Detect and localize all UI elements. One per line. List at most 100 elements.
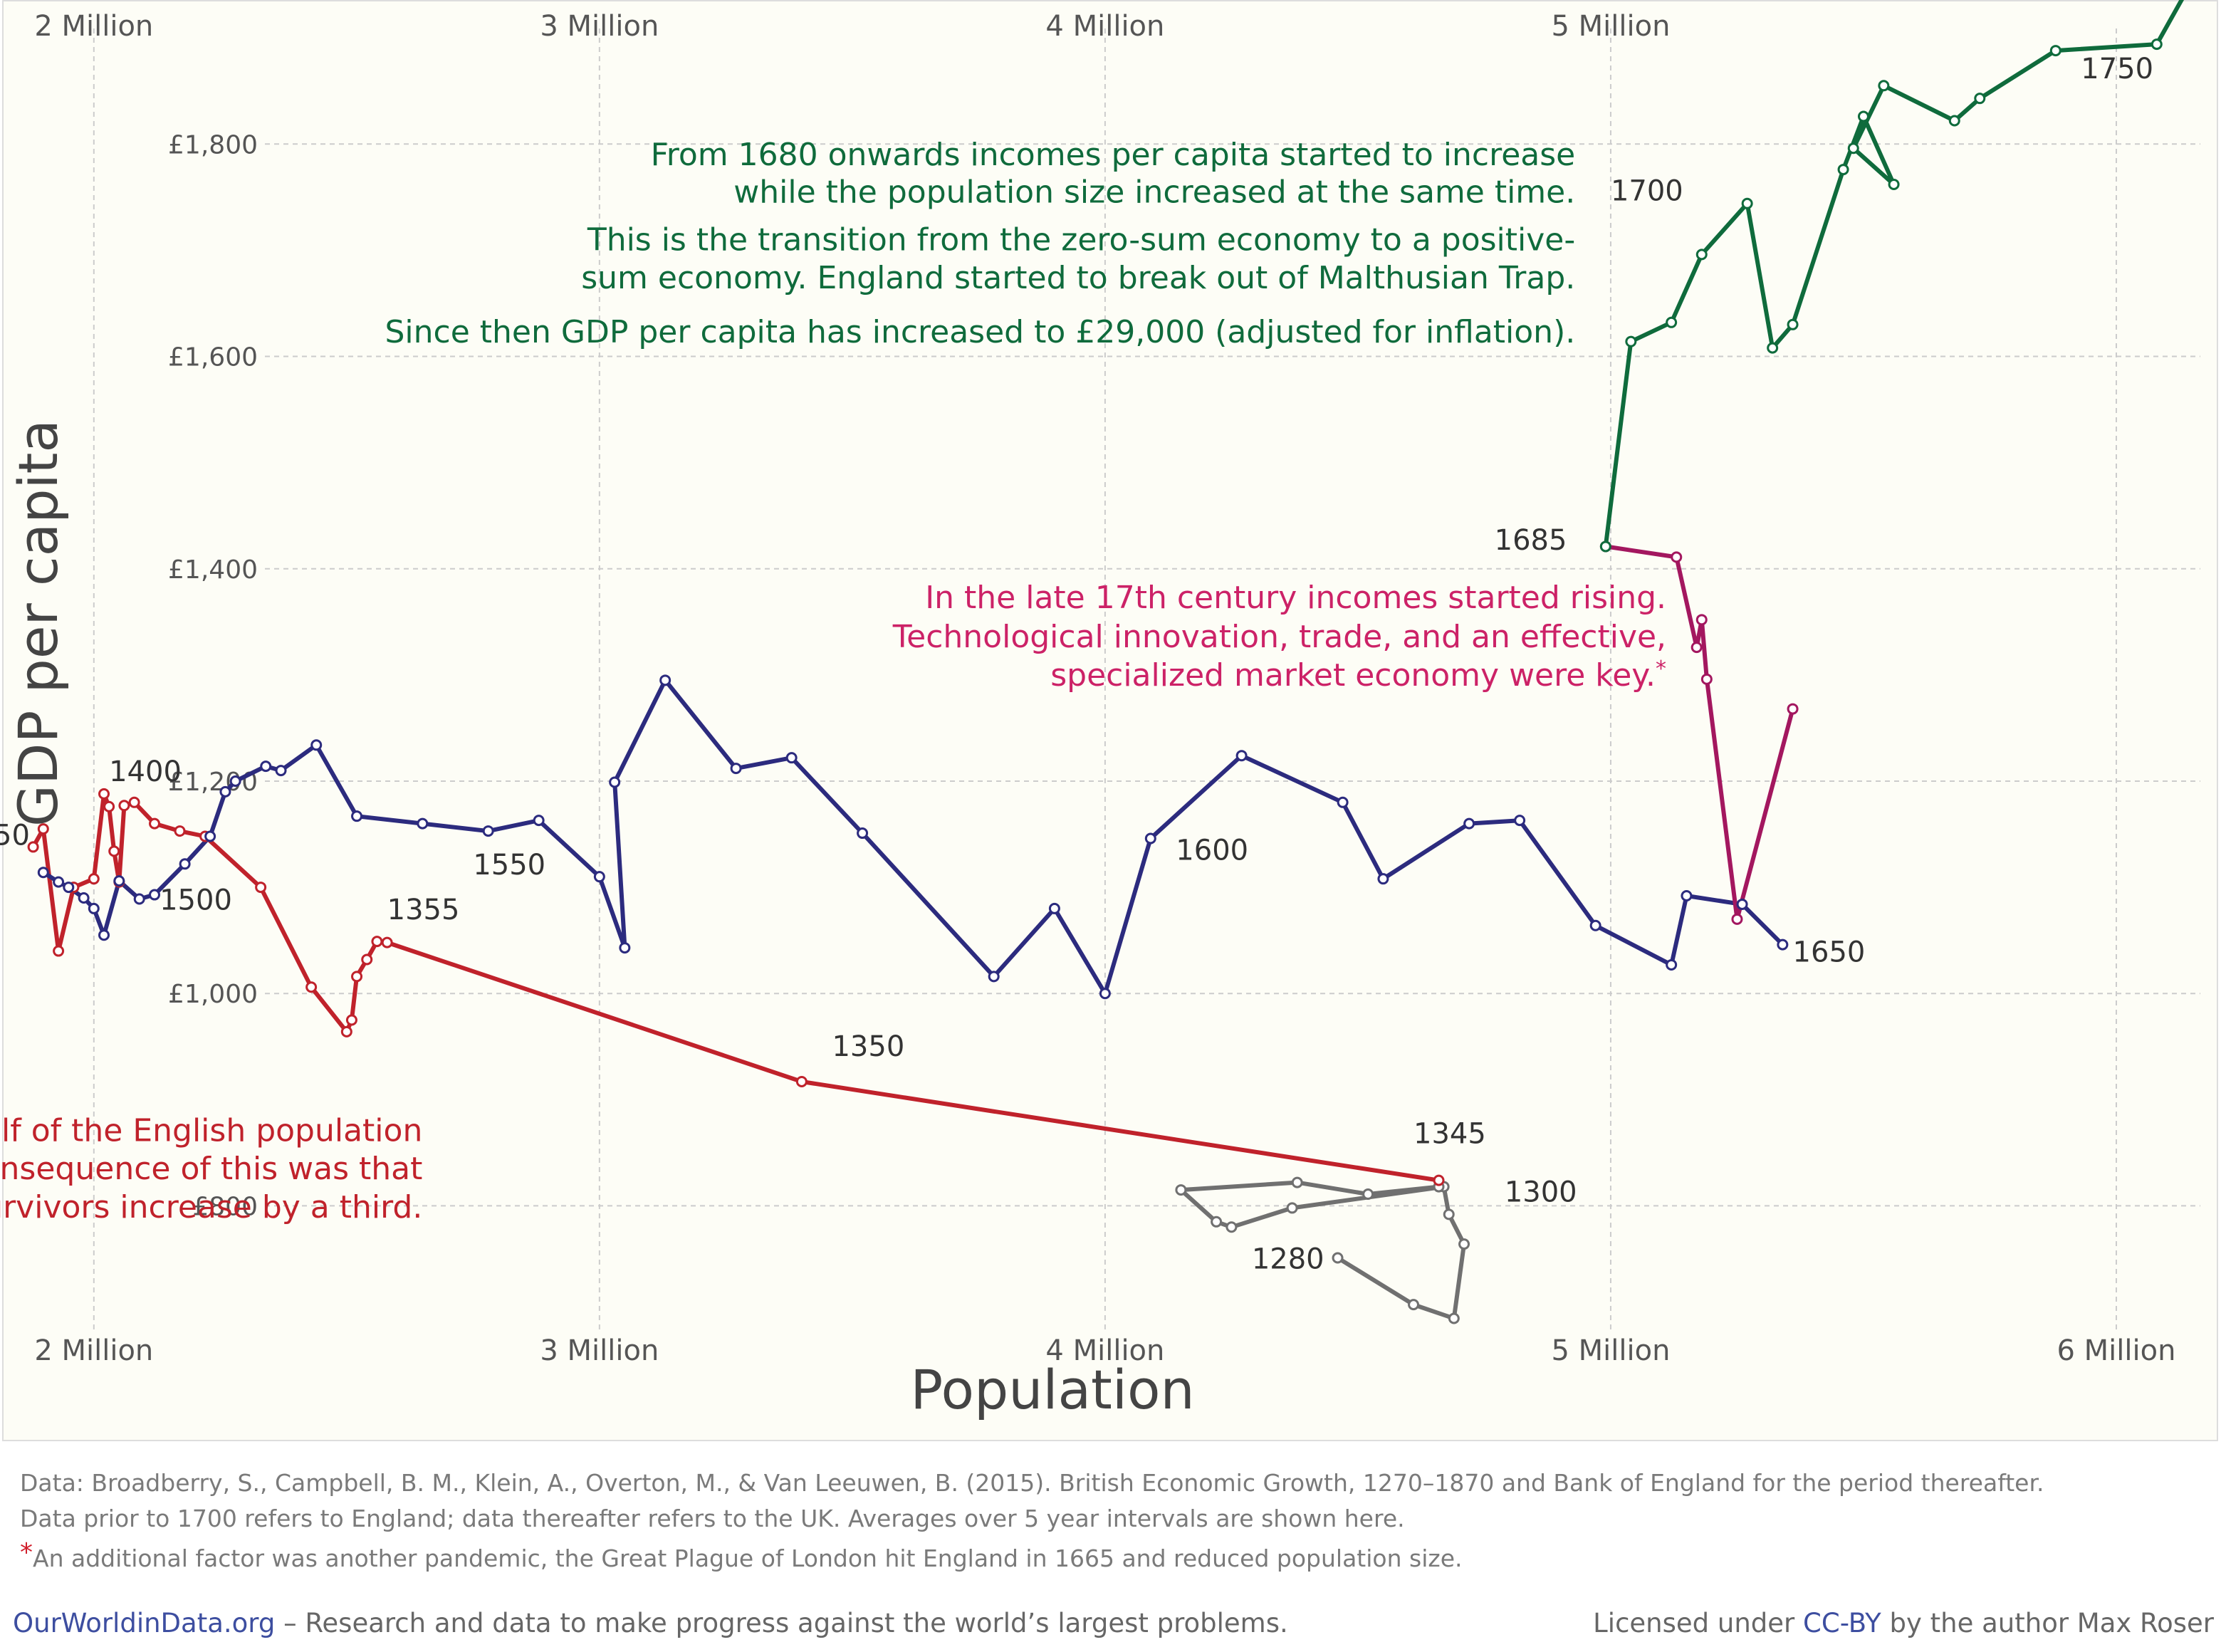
scope-note: Data prior to 1700 refers to England; da… xyxy=(20,1505,1405,1532)
data-point xyxy=(53,945,65,957)
data-point xyxy=(1463,817,1475,830)
data-point xyxy=(1690,642,1703,654)
data-point xyxy=(149,817,161,830)
data-point xyxy=(255,882,267,894)
data-point xyxy=(1408,1299,1420,1311)
data-point xyxy=(1211,1216,1223,1228)
data-point xyxy=(98,929,110,941)
data-point xyxy=(1599,540,1611,553)
source-note: Data: Broadberry, S., Campbell, B. M., K… xyxy=(20,1469,2044,1497)
x-axis-ticks: 2 Million 3 Million 4 Million 5 Million 6 Mi… xyxy=(34,10,2175,1367)
data-point xyxy=(1974,93,1986,105)
data-point xyxy=(1857,110,1869,122)
data-point xyxy=(340,1025,352,1037)
license-suffix: by the author Max Roser xyxy=(1881,1608,2214,1638)
footnote-text: An additional factor was another pandemi… xyxy=(33,1544,1463,1572)
data-point xyxy=(1144,832,1156,845)
year-label: 1355 xyxy=(387,894,460,926)
data-point xyxy=(351,810,363,822)
x-tick-label: 5 Million xyxy=(1551,1334,1670,1367)
data-point xyxy=(174,825,186,837)
data-point xyxy=(361,953,373,966)
annotation-asterisk: * xyxy=(1656,657,1666,681)
data-point xyxy=(310,739,323,751)
data-point xyxy=(1332,1252,1344,1264)
x-tick-label: 4 Million xyxy=(1045,1334,1164,1367)
data-point xyxy=(88,902,100,914)
year-label: 1750 xyxy=(2081,53,2153,85)
annotation-line: Since then GDP per capita has increased … xyxy=(385,314,1576,350)
data-point xyxy=(1433,1174,1445,1186)
brand-line: OurWorldinData.org – Research and data t… xyxy=(13,1608,2221,1643)
data-point xyxy=(103,800,115,812)
data-point xyxy=(1443,1208,1455,1220)
data-point xyxy=(1514,815,1526,827)
data-point xyxy=(1671,551,1683,563)
year-label: 1350 xyxy=(832,1030,904,1063)
footnote-asterisk: * xyxy=(20,1538,33,1567)
plot-background xyxy=(2,0,2218,1441)
data-point xyxy=(351,971,363,983)
data-point xyxy=(1847,142,1859,155)
year-label: 1700 xyxy=(1611,174,1683,207)
data-point xyxy=(78,892,90,904)
data-point xyxy=(37,867,49,879)
data-point xyxy=(1888,178,1900,190)
x-tick-label-top: 3 Million xyxy=(540,10,659,43)
data-point xyxy=(1286,1202,1298,1214)
data-point xyxy=(1878,80,1890,92)
data-point xyxy=(593,871,605,883)
annotation-line: The Black Death killed almost half of th… xyxy=(0,1112,422,1149)
data-point xyxy=(1291,1176,1303,1188)
brand-block: OurWorldinData.org – Research and data t… xyxy=(13,1608,1288,1638)
owid-link[interactable]: OurWorldinData.org xyxy=(13,1608,276,1638)
data-point xyxy=(1226,1221,1238,1233)
data-point xyxy=(1837,164,1849,176)
annotation-line: From 1680 onwards incomes per capita sta… xyxy=(651,137,1576,173)
data-point xyxy=(305,981,318,993)
data-point xyxy=(1448,1312,1460,1324)
year-label: 1550 xyxy=(473,849,545,882)
y-tick-label: £1,000 xyxy=(168,980,258,1009)
data-point xyxy=(204,830,216,842)
data-point xyxy=(88,873,100,885)
data-point xyxy=(118,800,130,812)
data-point xyxy=(1362,1188,1374,1201)
data-point xyxy=(1736,898,1748,910)
tagline: – Research and data to make progress aga… xyxy=(275,1608,1288,1638)
annotation-line: Technological innovation, trade, and an … xyxy=(892,619,1666,655)
x-axis-title: Population xyxy=(910,1358,1194,1421)
annotation-line: the incomes of the survivors increase by… xyxy=(0,1189,422,1225)
year-label: 1500 xyxy=(160,884,232,916)
data-point xyxy=(1787,703,1799,715)
annotation-line: This is the transition from the zero-sum… xyxy=(587,221,1575,258)
data-point xyxy=(275,765,287,777)
data-point xyxy=(1666,958,1678,971)
year-label: 1450 xyxy=(0,819,30,852)
data-point xyxy=(1695,249,1708,261)
data-point xyxy=(1175,1184,1187,1196)
data-point xyxy=(2049,45,2061,57)
data-point xyxy=(659,674,671,686)
y-axis-title: GDP per capita xyxy=(6,419,70,827)
data-point xyxy=(1458,1238,1470,1250)
x-tick-label: 6 Million xyxy=(2057,1334,2176,1367)
year-label: 1300 xyxy=(1505,1176,1577,1208)
data-point xyxy=(1048,902,1060,914)
data-point xyxy=(1681,890,1693,902)
data-point xyxy=(1948,115,1960,127)
data-point xyxy=(1099,988,1111,1000)
annotation-line: specialized market economy were key.* xyxy=(1050,657,1666,694)
data-point xyxy=(1337,796,1349,808)
data-point xyxy=(133,893,145,905)
x-tick-label-top: 5 Million xyxy=(1551,10,1670,43)
data-point xyxy=(219,785,231,798)
data-point xyxy=(260,760,272,773)
data-point xyxy=(1589,919,1601,931)
cc-by-link[interactable]: CC-BY xyxy=(1803,1608,1881,1638)
data-point xyxy=(63,882,75,894)
data-point xyxy=(482,825,494,837)
data-point xyxy=(1377,873,1389,885)
data-point xyxy=(417,817,429,830)
data-point xyxy=(1777,939,1789,951)
